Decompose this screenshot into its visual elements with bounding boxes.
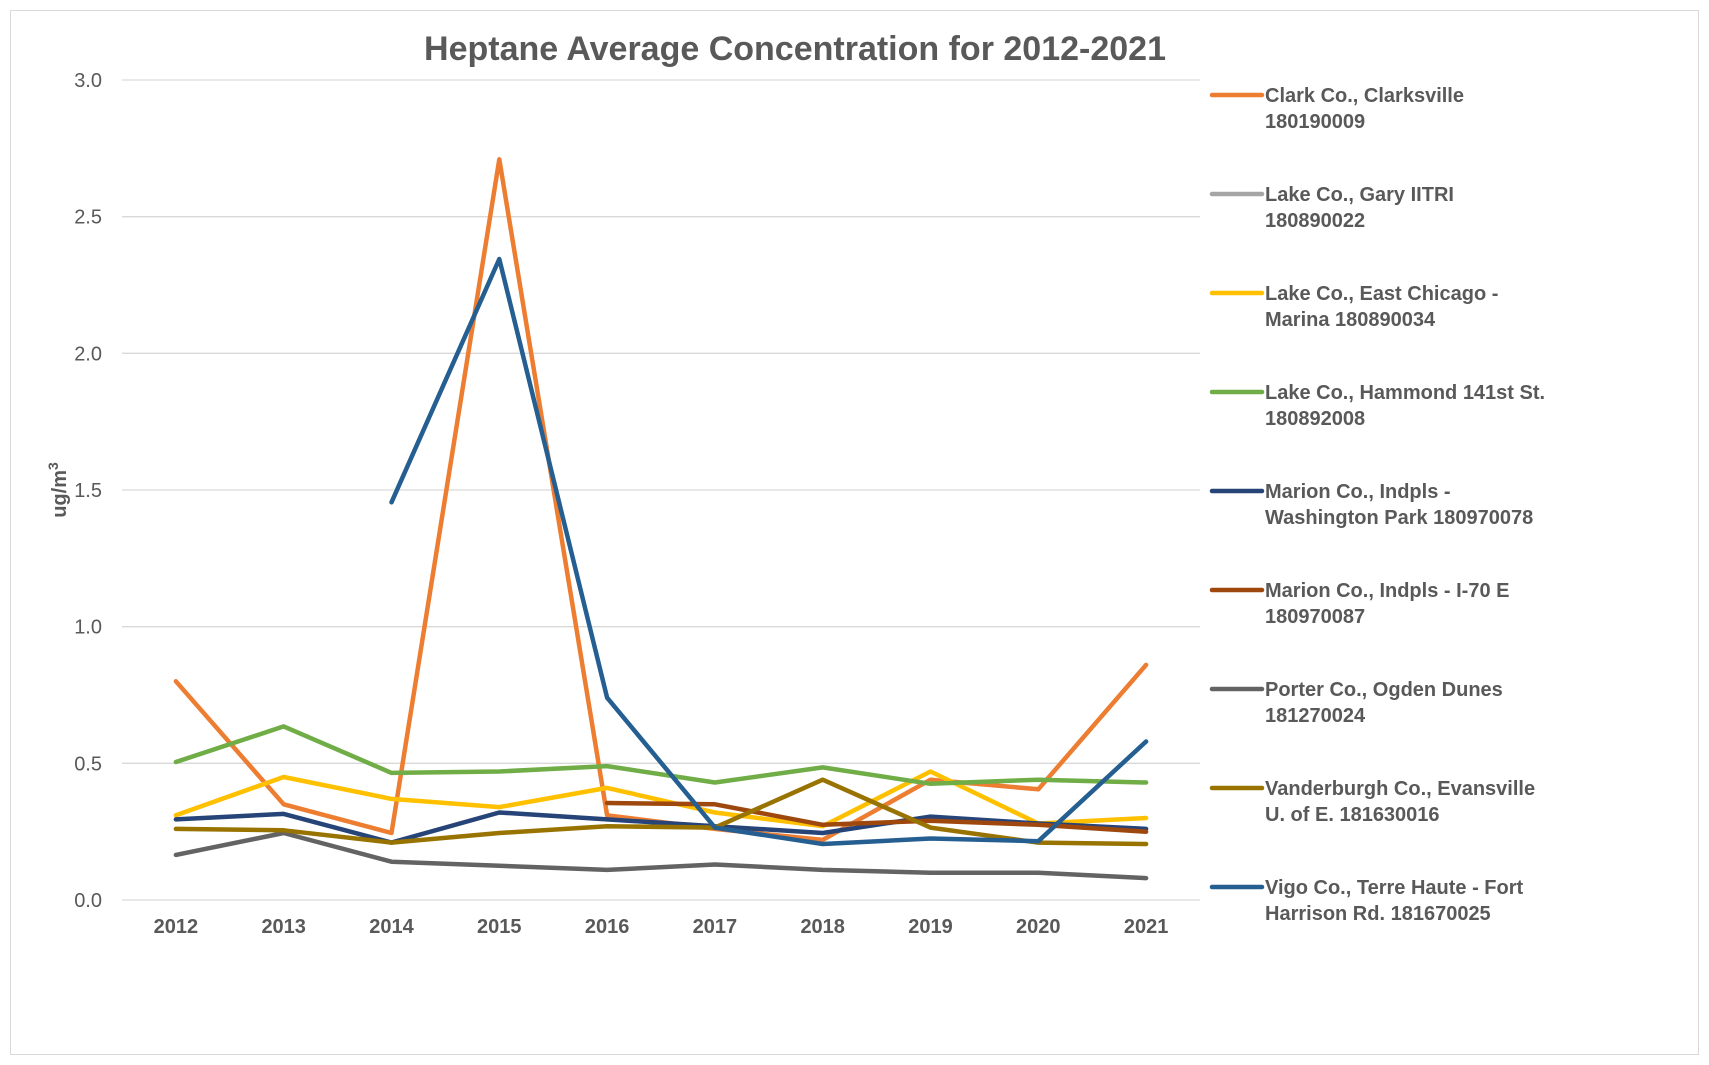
y-tick-label: 1.0 (74, 617, 102, 639)
y-tick-label: 2.0 (74, 343, 102, 365)
y-axis-label: ug/m3 (45, 462, 71, 518)
legend-label: Marion Co., Indpls - I-70 E (1265, 580, 1509, 602)
legend-label: 180190009 (1265, 111, 1365, 133)
y-axis-label-text: ug/m (49, 470, 71, 518)
series-line-4 (173, 810, 1149, 845)
x-tick-label: 2021 (1124, 916, 1169, 938)
series-line-2 (173, 769, 1149, 829)
series-line-8 (389, 256, 1149, 847)
chart-frame (10, 10, 1699, 1055)
y-axis-label-superscript: 3 (45, 462, 61, 470)
series-line-3 (173, 724, 1149, 787)
legend-label: 180892008 (1265, 408, 1365, 430)
legend-label: Clark Co., Clarksville (1265, 85, 1464, 107)
legend-label: Vanderburgh Co., Evansville (1265, 778, 1535, 800)
series-line-0 (173, 157, 1149, 843)
gridlines (122, 79, 1200, 901)
x-tick-label: 2014 (369, 916, 414, 938)
legend-label: Harrison Rd. 181670025 (1265, 903, 1491, 925)
legend-label: Lake Co., Hammond 141st St. (1265, 382, 1545, 404)
x-tick-label: 2016 (585, 916, 630, 938)
x-tick-label: 2013 (261, 916, 306, 938)
y-tick-label: 3.0 (74, 70, 102, 92)
x-axis-ticks: 2012 2013 2014 2015 2016 2017 2018 2019 2020 2021 (154, 916, 1169, 938)
x-tick-label: 2018 (800, 916, 845, 938)
legend-label: Washington Park 180970078 (1265, 507, 1533, 529)
series-line-6 (173, 830, 1149, 881)
legend: Clark Co., Clarksville 180190009 Lake Co.,… (1209, 85, 1545, 925)
x-tick-label: 2020 (1016, 916, 1061, 938)
legend-label: Vigo Co., Terre Haute - Fort (1265, 877, 1524, 899)
legend-label: 180970087 (1265, 606, 1365, 628)
legend-label: 180890022 (1265, 210, 1365, 232)
x-tick-label: 2015 (477, 916, 522, 938)
legend-label: Marion Co., Indpls - (1265, 481, 1451, 503)
y-tick-label: 0.0 (74, 890, 102, 912)
x-tick-label: 2019 (908, 916, 953, 938)
y-axis-ticks: 0.0 0.5 1.0 1.5 2.0 2.5 3.0 (74, 70, 102, 912)
legend-label: Lake Co., Gary IITRI (1265, 184, 1454, 206)
series-line-7 (173, 777, 1149, 847)
y-tick-label: 2.5 (74, 207, 102, 229)
legend-label: Marina 180890034 (1265, 309, 1436, 331)
y-tick-label: 1.5 (74, 480, 102, 502)
legend-label: U. of E. 181630016 (1265, 804, 1440, 826)
legend-label: 181270024 (1265, 705, 1366, 727)
chart-title: Heptane Average Concentration for 2012-2… (424, 30, 1166, 68)
series-lines (173, 157, 1149, 881)
x-tick-label: 2012 (154, 916, 199, 938)
legend-label: Porter Co., Ogden Dunes (1265, 679, 1503, 701)
legend-label: Lake Co., East Chicago - (1265, 283, 1498, 305)
x-tick-label: 2017 (693, 916, 738, 938)
y-tick-label: 0.5 (74, 753, 102, 775)
